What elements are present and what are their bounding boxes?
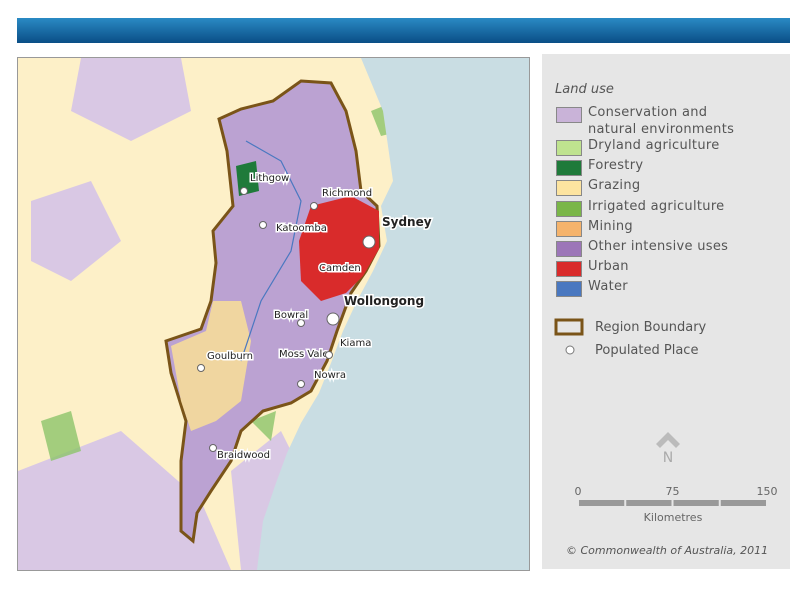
legend-item: Dryland agriculture: [556, 137, 786, 156]
place-label: Bowral: [274, 310, 308, 321]
place-label: Kiama: [340, 338, 371, 349]
boundary-label: Region Boundary: [595, 320, 707, 335]
scale-bar: 0 75 150: [575, 485, 778, 506]
scale-segment: [673, 500, 719, 506]
legend-item: Grazing: [556, 177, 786, 197]
place-label: Braidwood: [217, 450, 270, 461]
place-label: Sydney: [382, 215, 432, 229]
scale-segment: [720, 500, 766, 506]
place-label: Wollongong: [344, 294, 424, 308]
legend-item: Mining: [556, 218, 786, 237]
place-dot: [362, 235, 376, 249]
place-dot: [197, 364, 205, 372]
urban-area: [299, 196, 379, 301]
legend-swatch: [556, 220, 582, 237]
legend-title: Land use: [555, 82, 614, 97]
boundary-swatch: [554, 318, 584, 336]
place-label: Richmond: [322, 188, 372, 199]
river: [240, 140, 302, 362]
scale-tick-label: 75: [666, 485, 680, 498]
places: Lithgow Richmond Sydney Katoomba Camden Wollo…: [197, 172, 433, 463]
scale-segment: [579, 500, 625, 506]
legend-item: Other intensive uses: [556, 238, 786, 257]
legend-item: Conservation and natural environments: [556, 104, 786, 138]
legend-item: Irrigated agriculture: [556, 198, 786, 217]
legend-label: Irrigated agriculture: [588, 198, 725, 214]
legend-item: Water: [556, 278, 786, 298]
place-label: Moss Vale: [279, 349, 328, 360]
legend-label: Urban: [588, 259, 629, 275]
legend-swatch: [556, 200, 582, 217]
place-label: Goulburn: [207, 351, 253, 362]
legend-swatch: [556, 180, 582, 197]
legend-label: Other intensive uses: [588, 239, 729, 254]
legend-label: Grazing: [588, 178, 641, 194]
legend-label: Mining: [588, 218, 633, 234]
place-label: Lithgow: [250, 173, 289, 184]
grazing-area: [171, 301, 251, 431]
legend-extra: Region Boundary Populated Place N 0 75 150…: [554, 318, 778, 524]
place-label: Populated Place: [595, 343, 698, 358]
legend-swatch: [556, 140, 582, 156]
legend-item: Forestry: [556, 157, 786, 177]
legend-label: Dryland agriculture: [588, 138, 720, 153]
legend-swatch: [556, 281, 582, 298]
legend-label: Conservation and natural environments: [588, 105, 735, 137]
place-dot: [326, 312, 340, 326]
place-dot: [297, 380, 305, 388]
place-swatch: [565, 345, 575, 355]
scale-unit: Kilometres: [644, 511, 703, 524]
legend-swatch: [556, 241, 582, 257]
legend-label: Water: [588, 279, 628, 295]
place-dot: [297, 319, 305, 327]
legend: Land use Conservation and natural enviro…: [542, 54, 790, 569]
place-dot: [209, 444, 217, 452]
forestry-area: [236, 161, 259, 196]
legend-label: Forestry: [588, 158, 644, 174]
scale-segment: [626, 500, 672, 506]
north-label: N: [663, 450, 673, 466]
copyright: © Commonwealth of Australia, 2011: [566, 544, 769, 557]
place-label: Camden: [319, 263, 361, 274]
legend-swatch: [556, 261, 582, 278]
place-label: Nowra: [314, 370, 346, 381]
place-label: Katoomba: [276, 223, 327, 234]
legend-swatch: [556, 160, 582, 177]
place-dot: [310, 202, 318, 210]
place-dot: [259, 221, 267, 229]
sea: [257, 58, 529, 570]
north-arrow: [656, 432, 680, 448]
scale-tick-label: 0: [575, 485, 582, 498]
legend-swatch: [556, 107, 582, 123]
banner: [17, 18, 790, 43]
legend-item: Urban: [556, 258, 786, 278]
place-dot: [325, 351, 333, 359]
map: Lithgow Richmond Sydney Katoomba Camden Wollo…: [17, 57, 530, 571]
place-dot: [240, 187, 248, 195]
scale-tick-label: 150: [757, 485, 778, 498]
